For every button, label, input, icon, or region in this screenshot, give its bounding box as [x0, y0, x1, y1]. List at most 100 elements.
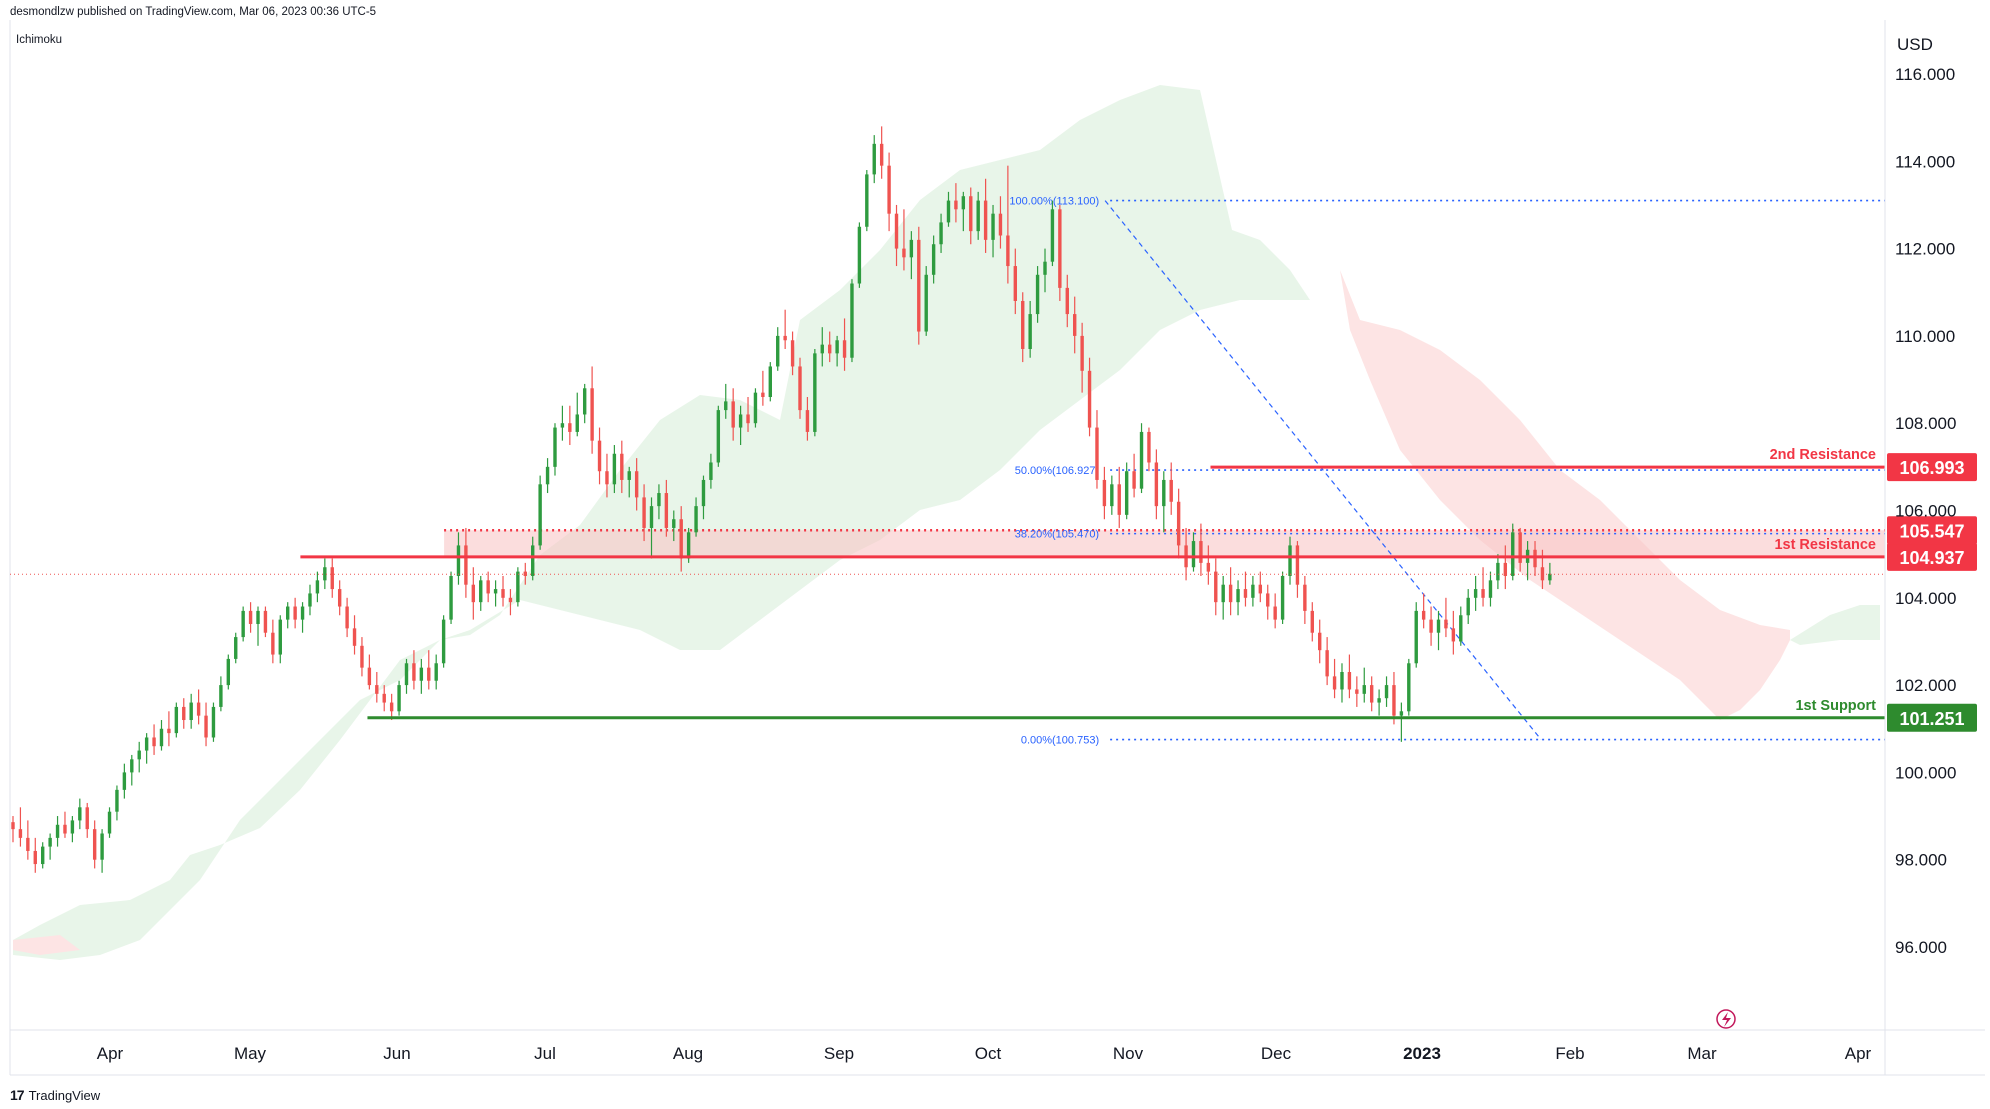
- candle-body: [137, 750, 141, 760]
- candle-body: [434, 663, 438, 681]
- candle: [531, 536, 535, 581]
- candle-body: [902, 248, 906, 258]
- candle: [1518, 527, 1522, 572]
- level-name-1: 1st Resistance: [1774, 537, 1876, 553]
- candle-body: [234, 637, 238, 659]
- candle: [33, 837, 37, 873]
- candle-body: [1035, 274, 1040, 315]
- candle: [523, 562, 527, 585]
- y-tick-label: 102.000: [1895, 676, 1956, 695]
- candle-body: [1451, 628, 1456, 642]
- candle-body: [1459, 615, 1463, 642]
- candle-body: [1102, 479, 1107, 507]
- candle: [553, 423, 557, 476]
- candle-body: [627, 471, 631, 480]
- candle: [18, 807, 23, 847]
- candle: [1095, 410, 1099, 489]
- candle: [352, 615, 357, 655]
- candle: [1318, 619, 1322, 664]
- candle: [575, 392, 579, 437]
- level-price-pill-2: [1887, 703, 1977, 732]
- candle-body: [1169, 479, 1173, 502]
- candle-body: [664, 493, 669, 528]
- candle: [545, 458, 550, 494]
- candle: [508, 589, 513, 616]
- candle-body: [887, 165, 891, 214]
- candle-body: [1466, 597, 1470, 616]
- level-price-text-1: 104.937: [1899, 548, 1964, 568]
- cloud-bearish-area: [1340, 270, 1790, 720]
- y-tick-label: 108.000: [1895, 414, 1956, 433]
- candle-body: [1013, 266, 1018, 301]
- candle: [40, 842, 45, 869]
- candle: [1444, 597, 1448, 638]
- x-tick-label: Nov: [1113, 1044, 1144, 1063]
- candle-body: [716, 410, 721, 463]
- candle: [300, 602, 305, 633]
- candle-body: [954, 200, 958, 210]
- candle: [1488, 571, 1493, 607]
- candle: [1154, 449, 1159, 520]
- candle: [464, 527, 468, 598]
- candle: [842, 318, 847, 371]
- candle: [790, 331, 795, 376]
- candle: [330, 558, 334, 598]
- candle-body: [1332, 676, 1337, 690]
- candle: [1162, 471, 1166, 533]
- candle: [560, 405, 565, 441]
- candle-body: [931, 244, 936, 275]
- candle-body: [1392, 685, 1396, 716]
- candle-body: [894, 213, 899, 249]
- candle-body: [620, 453, 624, 480]
- candle-body: [1021, 300, 1025, 349]
- candle-body: [293, 606, 297, 620]
- candle: [256, 606, 260, 646]
- candle-body: [909, 239, 914, 258]
- candle-body: [360, 645, 364, 668]
- candle: [1266, 584, 1270, 620]
- zone-price-text: 105.547: [1899, 521, 1964, 541]
- candle-body: [946, 200, 951, 223]
- candle: [731, 388, 735, 441]
- candle: [620, 440, 624, 494]
- candle-body: [1050, 209, 1055, 262]
- candle: [1050, 200, 1055, 267]
- tradingview-logo[interactable]: 17 TradingView: [10, 1087, 100, 1103]
- candle-body: [553, 427, 557, 467]
- candle: [657, 484, 661, 520]
- fib-level-label-2: 38.20%(105.470): [1015, 529, 1099, 541]
- candle: [709, 453, 713, 489]
- candle-body: [1503, 562, 1508, 576]
- candle-body: [1147, 431, 1151, 463]
- cloud-bearish-area-early: [13, 935, 80, 955]
- candle: [152, 724, 156, 755]
- indicator-label[interactable]: Ichimoku: [16, 34, 63, 46]
- candle-body: [308, 593, 312, 607]
- candle-body: [1548, 573, 1552, 581]
- candle: [486, 571, 490, 603]
- candle-body: [144, 737, 149, 751]
- candle-body: [1139, 431, 1144, 489]
- candle: [1228, 567, 1233, 616]
- candle: [159, 720, 164, 751]
- candle: [761, 370, 765, 406]
- candle-body: [731, 401, 735, 428]
- candle: [241, 606, 245, 642]
- candle: [605, 453, 609, 498]
- candle-body: [70, 820, 75, 834]
- candle: [174, 702, 179, 738]
- candle-body: [545, 466, 550, 485]
- candle: [798, 357, 802, 419]
- candle: [679, 506, 683, 572]
- candle-body: [1006, 235, 1010, 267]
- candle: [456, 532, 461, 585]
- candle: [1369, 676, 1374, 712]
- candle-body: [582, 388, 587, 415]
- candle-body: [776, 335, 780, 367]
- candle-body: [1518, 532, 1522, 563]
- candle-body: [241, 610, 245, 638]
- candle: [1273, 593, 1277, 629]
- candle: [827, 331, 832, 363]
- candle: [48, 833, 52, 860]
